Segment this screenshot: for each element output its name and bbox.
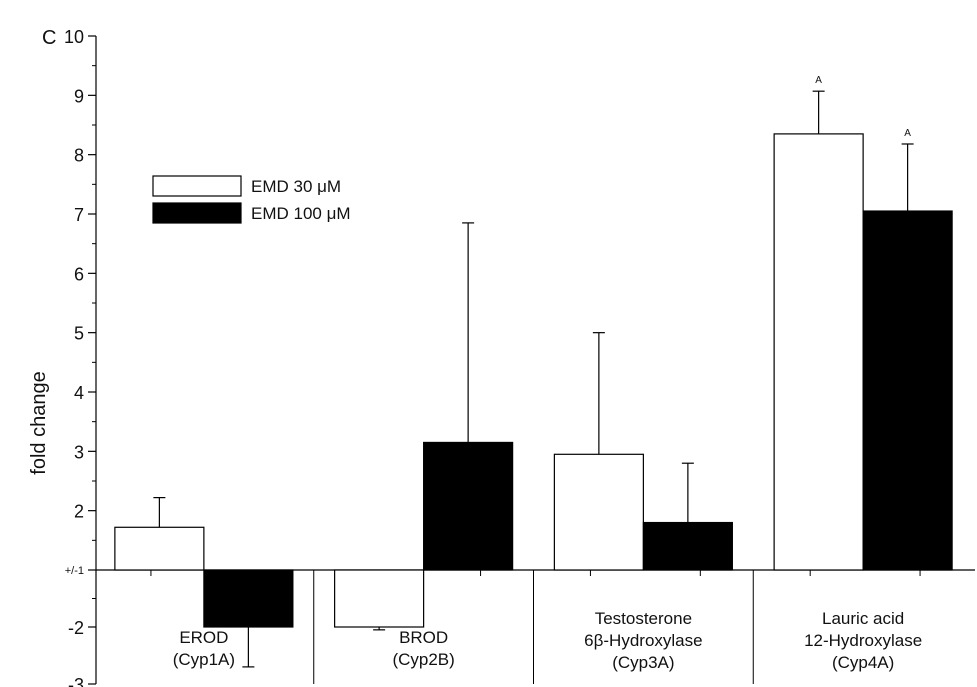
- legend-swatch: [152, 202, 242, 224]
- bar: [334, 569, 425, 628]
- legend-swatch: [152, 175, 242, 197]
- y-tick-label: 8: [74, 146, 84, 166]
- y-tick-label: 3: [74, 442, 84, 462]
- category-label: 12-Hydroxylase: [804, 631, 922, 650]
- bar: [553, 453, 644, 571]
- category-labels-layer: EROD (Cyp1A) BROD (Cyp2B) Testosterone 6β-Hyd…: [173, 609, 922, 672]
- y-tick-label: 9: [74, 86, 84, 106]
- y-tick-label: 6: [74, 264, 84, 284]
- category-label: BROD: [399, 628, 448, 647]
- category-label: (Cyp4A): [832, 653, 894, 672]
- bars-layer: AA: [114, 75, 953, 668]
- category-label: Lauric acid: [822, 609, 904, 628]
- category-label: (Cyp1A): [173, 650, 235, 669]
- category-label: Testosterone: [595, 609, 692, 628]
- bar: [773, 133, 864, 571]
- category-label: (Cyp2B): [392, 650, 454, 669]
- panel-label: C: [42, 27, 56, 49]
- y-tick-label: -2: [68, 618, 84, 638]
- significance-label: A: [815, 75, 822, 86]
- legend-label: EMD 100 μM: [251, 204, 351, 223]
- bar: [114, 526, 205, 571]
- bar: [203, 569, 294, 628]
- category-label: (Cyp3A): [612, 653, 674, 672]
- y-tick-label: -3: [68, 675, 84, 687]
- y-axis-title: fold change: [28, 371, 50, 474]
- category-label: 6β-Hydroxylase: [584, 631, 702, 650]
- y-tick-label: 4: [74, 383, 84, 403]
- y-tick-label: 7: [74, 205, 84, 225]
- category-label: EROD: [179, 628, 228, 647]
- legend: EMD 30 μM EMD 100 μM: [152, 175, 351, 224]
- bar: [642, 521, 733, 571]
- significance-label: A: [904, 128, 911, 139]
- bar: [423, 441, 514, 571]
- y-tick-label: +/-1: [65, 565, 84, 577]
- y-tick-label: 2: [74, 502, 84, 522]
- legend-label: EMD 30 μM: [251, 177, 341, 196]
- y-tick-label: 5: [74, 324, 84, 344]
- bar: [862, 210, 953, 571]
- y-tick-label: 10: [64, 27, 84, 47]
